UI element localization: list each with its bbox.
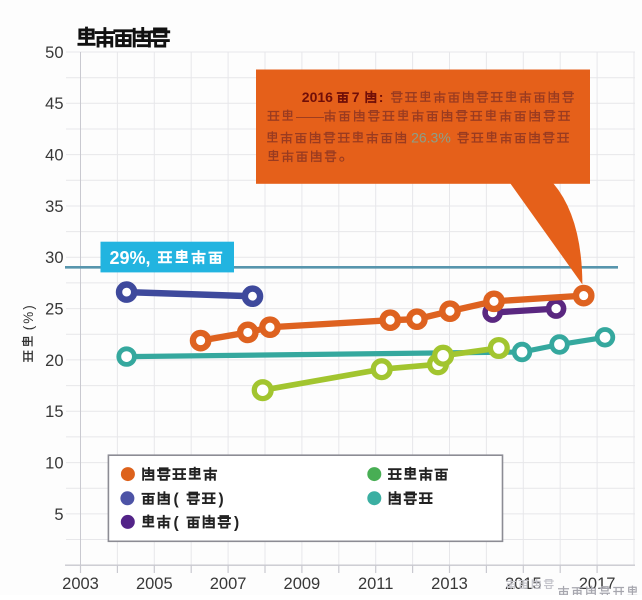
svg-text:): ) bbox=[234, 514, 239, 531]
svg-text:2017: 2017 bbox=[579, 575, 616, 593]
svg-text:26.3%: 26.3% bbox=[411, 130, 451, 146]
svg-text:——: —— bbox=[296, 108, 324, 124]
svg-text:2013: 2013 bbox=[431, 575, 468, 593]
svg-text:): ) bbox=[219, 491, 224, 508]
svg-text:2011: 2011 bbox=[358, 575, 393, 593]
svg-text:5: 5 bbox=[54, 506, 63, 524]
svg-text:29%,: 29%, bbox=[110, 248, 151, 268]
svg-text:2003: 2003 bbox=[62, 575, 99, 593]
svg-text:35: 35 bbox=[45, 198, 63, 216]
svg-text:2016: 2016 bbox=[302, 89, 333, 105]
svg-text:20: 20 bbox=[45, 352, 63, 370]
svg-text:7: 7 bbox=[352, 89, 360, 105]
svg-text:(%): (%) bbox=[21, 303, 36, 330]
svg-text:10: 10 bbox=[45, 454, 63, 472]
svg-text:2007: 2007 bbox=[210, 575, 247, 593]
svg-text:40: 40 bbox=[45, 147, 63, 165]
svg-text:2005: 2005 bbox=[136, 575, 173, 593]
svg-text:(: ( bbox=[174, 491, 180, 508]
svg-text:25: 25 bbox=[45, 301, 63, 319]
svg-text:45: 45 bbox=[45, 95, 63, 113]
svg-text:2009: 2009 bbox=[284, 575, 321, 593]
svg-text::: : bbox=[379, 89, 384, 105]
svg-text:(: ( bbox=[174, 514, 180, 531]
svg-text:30: 30 bbox=[45, 249, 63, 267]
svg-text:50: 50 bbox=[45, 44, 63, 62]
svg-text:15: 15 bbox=[45, 403, 63, 421]
